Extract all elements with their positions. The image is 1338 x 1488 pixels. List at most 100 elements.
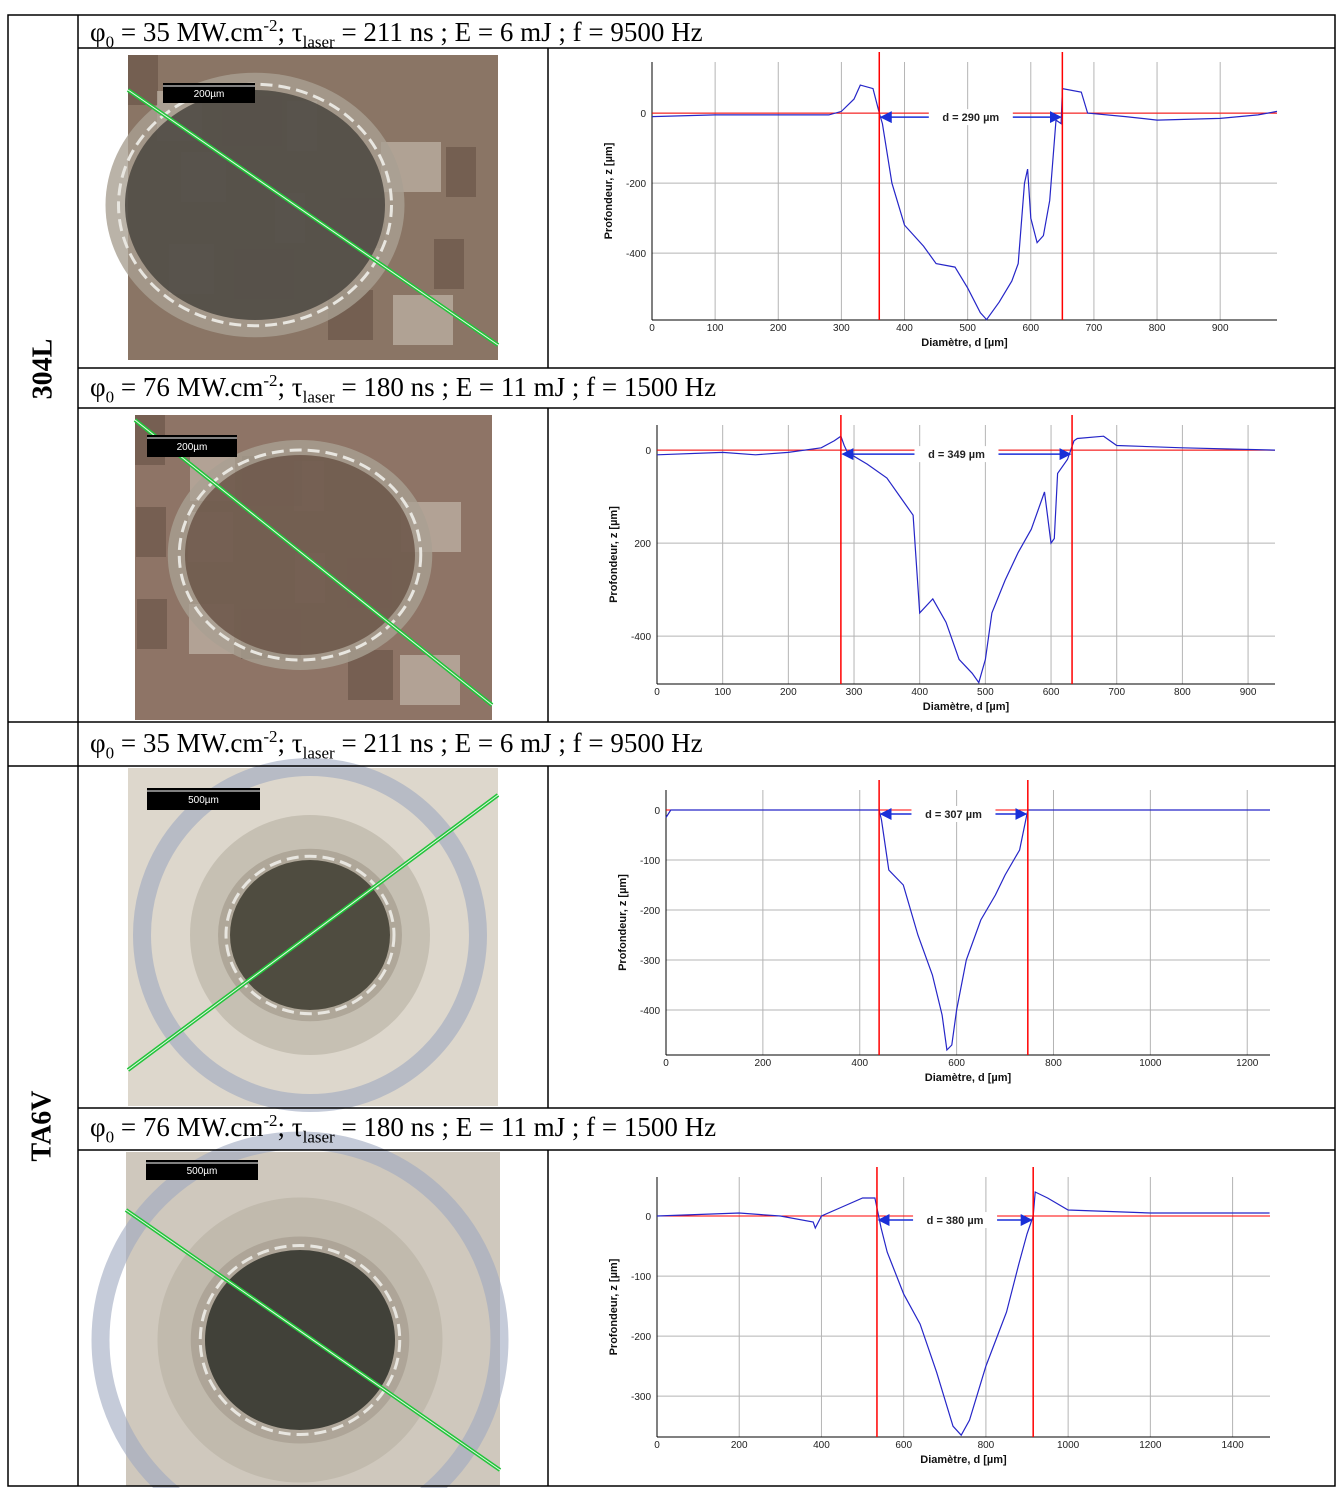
profile-chart: 0 200 400 600 800 1000 1200 0 -100 -200 -300 -400 d … (617, 780, 1270, 1084)
x-tick-label: 400 (851, 1058, 868, 1069)
condition-part: laser (302, 32, 335, 52)
condition-part: = 76 MW.cm (114, 372, 264, 402)
micrograph: 500µm (91, 1131, 509, 1488)
condition-part: 0 (105, 743, 115, 763)
x-tick-label: 400 (813, 1440, 830, 1451)
x-tick-label: 600 (895, 1440, 912, 1451)
micrograph: 200µm (105, 55, 500, 360)
y-tick-label: -200 (626, 179, 646, 190)
annotation: d = 349 µm (928, 449, 985, 461)
y-tick-label: 0 (654, 806, 660, 817)
x-tick-label: 100 (714, 687, 731, 698)
x-tick-label: 500 (959, 323, 976, 334)
halo (133, 758, 487, 1112)
x-tick-label: 0 (654, 1440, 660, 1451)
x-tick-label: 300 (833, 323, 850, 334)
y-tick-label: -400 (631, 632, 651, 643)
condition: φ0 = 76 MW.cm-2; τlaser = 180 ns ; E = 1… (90, 1112, 716, 1145)
x-tick-label: 800 (1174, 687, 1191, 698)
x-tick-label: 100 (707, 323, 724, 334)
crater-rim (177, 448, 423, 662)
y-tick-label: -200 (640, 906, 660, 917)
y-axis-label: Profondeur, z [µm] (617, 874, 629, 971)
condition-part: = 211 ns ; E = 6 mJ ; f = 9500 Hz (334, 17, 703, 47)
x-tick-label: 200 (770, 323, 787, 334)
annotation-bg (928, 109, 1013, 126)
x-axis-label: Diamètre, d [µm] (923, 701, 1010, 713)
x-tick-label: 1000 (1057, 1440, 1080, 1451)
scale-bar-label: 500µm (187, 1166, 218, 1177)
micrograph: 200µm (133, 415, 494, 720)
annotation-bg (914, 446, 999, 463)
x-tick-label: 800 (1045, 1058, 1062, 1069)
condition-part: ; τ (277, 728, 303, 758)
condition-part: ; τ (277, 1112, 303, 1142)
scale-bar-label: 200µm (194, 89, 225, 100)
y-tick-label: -100 (640, 856, 660, 867)
scale-bar (147, 435, 237, 457)
x-tick-label: 500 (977, 687, 994, 698)
profile-line (656, 1191, 1270, 1437)
micrograph: 500µm (126, 758, 500, 1112)
condition-part: -2 (263, 727, 278, 746)
condition-part: = 35 MW.cm (114, 728, 264, 758)
x-tick-label: 900 (1240, 687, 1257, 698)
condition-part: 0 (105, 1127, 115, 1147)
condition-part: = 76 MW.cm (114, 1112, 264, 1142)
scale-bar-label: 500µm (188, 795, 219, 806)
condition-part: ; τ (277, 17, 303, 47)
x-tick-label: 400 (896, 323, 913, 334)
condition-part: ; τ (277, 372, 303, 402)
profile-line (651, 84, 1278, 321)
x-axis-label: Diamètre, d [µm] (925, 1072, 1012, 1084)
texture (446, 147, 476, 197)
y-tick-label: -300 (640, 956, 660, 967)
texture (137, 599, 167, 649)
y-axis-label: Profondeur, z [µm] (608, 1258, 620, 1355)
condition-part: -2 (263, 371, 278, 390)
condition: φ0 = 35 MW.cm-2; τlaser = 211 ns ; E = 6… (90, 17, 703, 50)
y-tick-label: 0 (640, 109, 646, 120)
scale-bar-label: 200µm (177, 442, 208, 453)
x-tick-label: 600 (1022, 323, 1039, 334)
x-tick-label: 200 (755, 1058, 772, 1069)
profile-chart: 0 100 200 300 400 500 600 700 800 900 0 200 -400 d = … (608, 415, 1276, 713)
x-tick-label: 1400 (1221, 1440, 1244, 1451)
condition-part: -2 (263, 16, 278, 35)
y-tick-label: -400 (640, 1006, 660, 1017)
condition-part: laser (302, 743, 335, 763)
annotation-bg (913, 1212, 998, 1229)
texture (400, 655, 460, 705)
table-borders (7, 14, 1336, 1487)
crater-rim (198, 1244, 402, 1436)
y-axis-label: Profondeur, z [µm] (608, 506, 620, 603)
x-tick-label: 600 (1043, 687, 1060, 698)
y-tick-label: -100 (631, 1272, 651, 1283)
x-tick-label: 900 (1212, 323, 1229, 334)
y-tick-label: -200 (631, 1332, 651, 1343)
crater-core (205, 1250, 395, 1430)
material-label: TA6V (27, 1090, 59, 1162)
condition-part: φ (90, 17, 106, 47)
annotation: d = 290 µm (942, 112, 999, 124)
annotation-bg (911, 806, 996, 822)
y-tick-label: 0 (645, 1212, 651, 1223)
material-label: 304L (27, 338, 58, 399)
y-tick-label: -300 (631, 1392, 651, 1403)
annotation: d = 307 µm (925, 809, 982, 821)
profile-line (665, 809, 1270, 1052)
x-tick-label: 800 (978, 1440, 995, 1451)
condition-part: laser (302, 387, 335, 407)
crater-core (125, 90, 385, 320)
x-tick-label: 1200 (1236, 1058, 1259, 1069)
profile-chart: 0 200 400 600 800 1000 1200 1400 0 -100 -200 -300 d … (608, 1167, 1270, 1466)
condition-part: 0 (105, 32, 115, 52)
x-tick-label: 400 (911, 687, 928, 698)
x-tick-label: 800 (1149, 323, 1166, 334)
annotation: d = 380 µm (927, 1215, 984, 1227)
scale-bar (146, 1160, 258, 1180)
x-axis-label: Diamètre, d [µm] (921, 337, 1008, 349)
x-tick-label: 1000 (1139, 1058, 1162, 1069)
halo (91, 1131, 509, 1488)
y-tick-label: 200 (634, 539, 651, 550)
